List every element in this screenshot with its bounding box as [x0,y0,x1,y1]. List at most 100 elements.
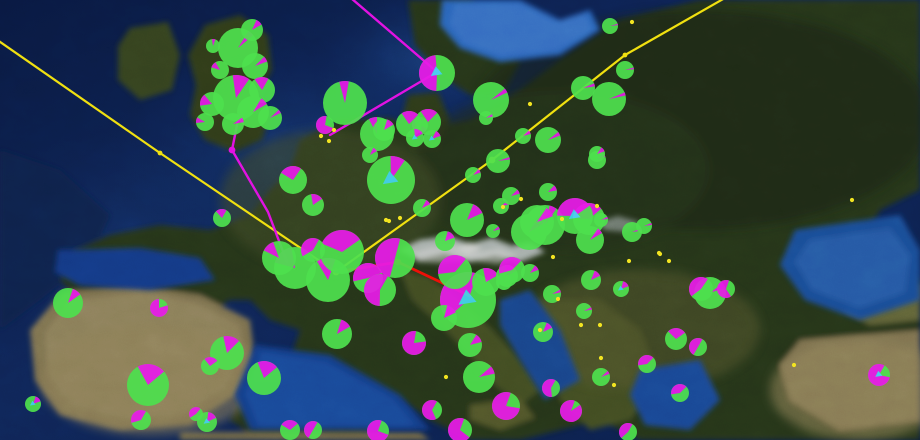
pie-marker-barcelona[interactable] [247,361,281,395]
pie-marker-rostock[interactable] [589,146,605,162]
pie-marker-bologna[interactable] [472,268,500,296]
pie-marker-kiel[interactable] [571,76,595,100]
pie-marker-berlin[interactable] [473,82,509,118]
pie-marker-nuremberg[interactable] [479,111,493,125]
pie-marker-belgrade[interactable] [533,322,553,342]
pie-marker-marseille[interactable] [322,319,352,349]
dot-balkan-1[interactable] [550,254,556,260]
pie-marker-utrecht[interactable] [406,129,424,147]
route-magenta-london-lyon-vertex-0[interactable] [228,146,236,154]
dot-nl-2[interactable] [326,138,332,144]
pie-marker-reykjavik-sw[interactable] [206,39,220,53]
pie-marker-ploiesti[interactable] [717,279,735,298]
dot-italy-2[interactable] [518,196,524,202]
pies-layer[interactable] [25,18,890,440]
pie-marker-cologne[interactable] [557,197,593,234]
pie-marker-belfast[interactable] [211,61,229,79]
pie-marker-brussels[interactable] [316,116,334,134]
pie-marker-dusseldorf[interactable] [502,187,520,205]
pie-marker-valencia[interactable] [201,356,219,375]
pie-marker-bratislava[interactable] [613,281,629,297]
pie-marker-prague[interactable] [515,128,531,144]
pie-marker-zurich[interactable] [320,229,364,274]
dot-balkan-5[interactable] [666,258,672,264]
pie-marker-amsterdam[interactable] [373,119,395,141]
pie-marker-lviv[interactable] [636,218,652,234]
pie-marker-bordeaux[interactable] [213,209,231,227]
pie-marker-liverpool[interactable] [200,92,224,116]
pie-marker-tallinn[interactable] [541,379,560,397]
pie-marker-istanbul[interactable] [868,364,890,387]
pie-marker-naples[interactable] [458,333,482,357]
pie-marker-frankfurt[interactable] [520,205,554,239]
dot-nl-3[interactable] [331,127,337,133]
route-yellow-northwest-line[interactable] [0,28,338,274]
pie-marker-lille[interactable] [302,193,324,216]
pie-marker-oslo[interactable] [323,81,367,125]
dot-fr-1[interactable] [383,217,389,223]
pie-marker-corsica[interactable] [304,421,322,439]
dots-layer[interactable] [318,19,855,388]
pie-marker-vilnius[interactable] [619,423,637,440]
dot-turkey-1[interactable] [791,362,797,368]
dot-italy-1[interactable] [537,327,543,333]
pie-marker-turin[interactable] [363,274,396,306]
pie-marker-skopje[interactable] [638,355,656,373]
pie-marker-warsaw[interactable] [616,61,634,79]
route-yellow-northeast-vertex-0[interactable] [622,52,628,58]
pie-marker-malmo[interactable] [415,108,441,135]
pie-marker-catania[interactable] [560,400,583,423]
pie-marker-cluj[interactable] [594,213,608,227]
pie-marker-madrid[interactable] [127,364,169,406]
dot-hungary-1[interactable] [555,296,561,302]
pie-marker-linz[interactable] [435,231,455,251]
pie-marker-bremen[interactable] [362,147,378,163]
dot-poland-1[interactable] [527,101,533,107]
pie-marker-salzburg[interactable] [450,203,484,237]
pie-marker-toulouse[interactable] [210,336,244,370]
pie-marker-thessaloniki[interactable] [671,383,689,402]
pie-marker-magdeburg[interactable] [602,18,618,34]
dot-croatia-1[interactable] [597,322,603,328]
dot-austria-1[interactable] [594,203,600,209]
dot-adriatic-2[interactable] [611,382,617,388]
pie-marker-bristol[interactable] [195,113,214,131]
dot-sicily-1[interactable] [443,374,449,380]
pie-marker-porto[interactable] [189,407,203,421]
route-magenta-london-lyon-line[interactable] [230,108,289,264]
pie-marker-athens[interactable] [592,368,610,386]
route-yellow-northwest-vertex-0[interactable] [157,150,163,156]
pie-marker-kassel[interactable] [465,167,481,183]
dot-north-sea-1[interactable] [629,19,635,25]
dot-poland-2[interactable] [500,204,506,210]
pie-marker-milan[interactable] [375,238,415,278]
pie-marker-budapest[interactable] [581,270,601,290]
pie-marker-leipzig[interactable] [592,82,626,116]
route-yellow-northeast-line[interactable] [334,0,760,274]
pie-marker-cardiff[interactable] [222,113,244,135]
pie-marker-florence[interactable] [438,255,472,289]
dot-balkan-3[interactable] [626,258,632,264]
pie-marker-paris[interactable] [279,166,307,194]
pie-marker-seville[interactable] [130,410,151,430]
pie-marker-hamburg[interactable] [367,156,415,204]
pie-marker-basel[interactable] [300,238,325,262]
pie-marker-santander[interactable] [150,299,168,317]
pie-marker-sofia[interactable] [665,328,687,350]
dot-balkan-2[interactable] [559,216,565,222]
pie-marker-palermo[interactable] [492,392,520,421]
pie-marker-cagliari[interactable] [367,420,389,440]
dot-nl-1[interactable] [318,133,324,139]
pie-marker-oslo-south[interactable] [401,331,427,356]
pie-marker-trondheim[interactable] [421,400,442,420]
pie-marker-genoa[interactable] [431,305,457,331]
pie-marker-krakow[interactable] [539,183,557,201]
pie-marker-edinburgh[interactable] [241,19,263,41]
pie-marker-dijon[interactable] [262,241,296,275]
pie-marker-zagreb[interactable] [521,264,539,282]
pie-marker-bilbao[interactable] [53,288,83,318]
dot-germany-2[interactable] [397,215,403,221]
pie-marker-copenhagen[interactable] [419,55,455,91]
pie-marker-london[interactable] [258,106,282,130]
